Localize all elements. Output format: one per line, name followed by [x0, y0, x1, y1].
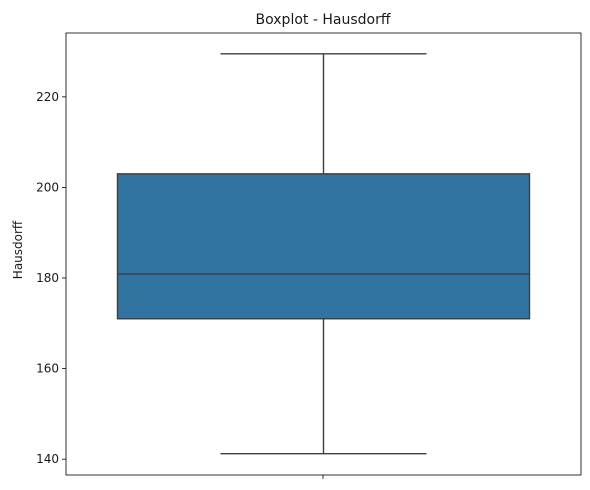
y-tick-label: 160 — [36, 362, 59, 376]
y-tick-label: 180 — [36, 271, 59, 285]
y-tick-label: 140 — [36, 452, 59, 466]
chart-title: Boxplot - Hausdorff — [256, 12, 391, 28]
y-tick-label: 200 — [36, 180, 59, 194]
plot-area — [116, 53, 531, 455]
y-axis-label: Hausdorff — [11, 220, 25, 279]
plot-frame — [65, 32, 582, 476]
y-tick-label: 220 — [36, 90, 59, 104]
iqr-box — [116, 173, 531, 320]
